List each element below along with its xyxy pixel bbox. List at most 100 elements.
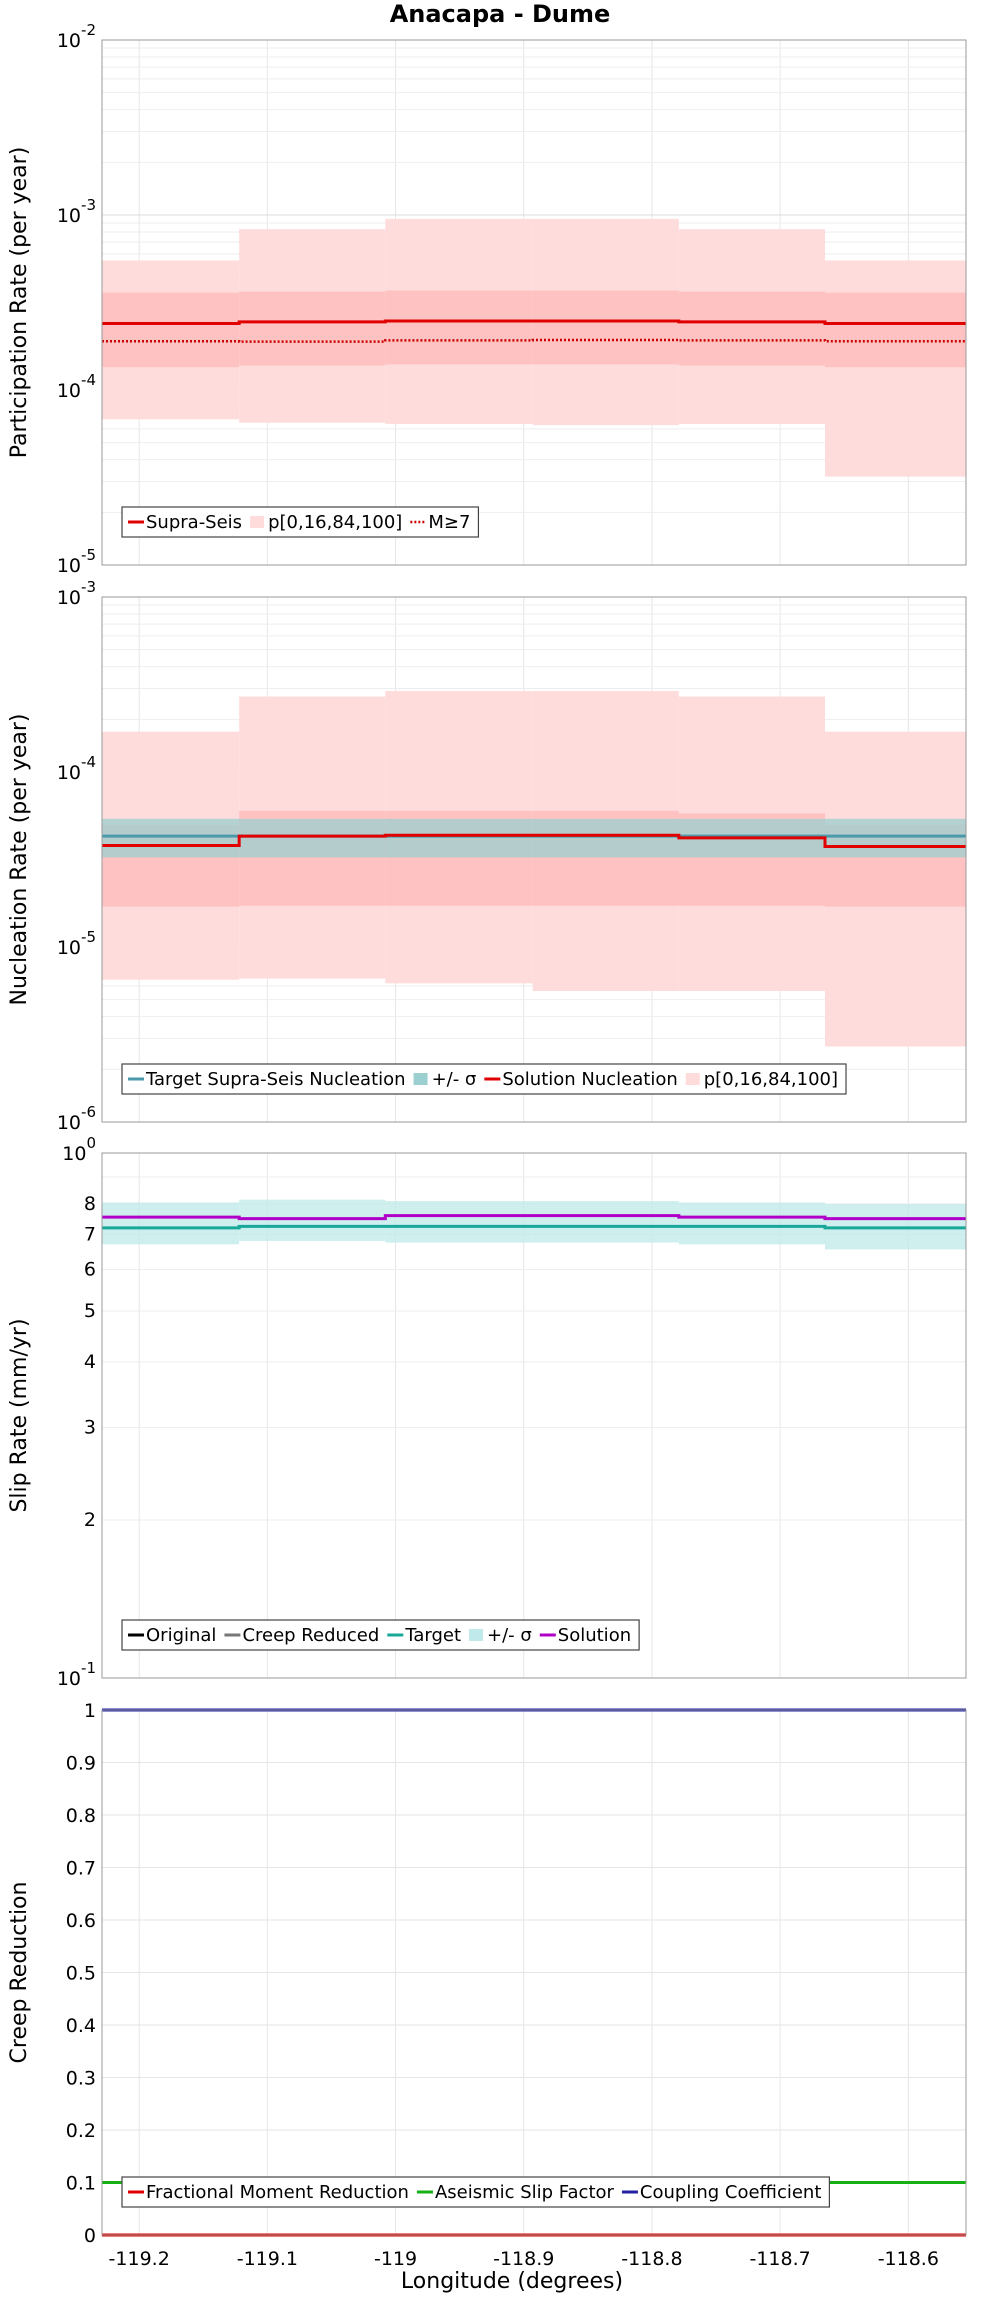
legend-label: Fractional Moment Reduction	[146, 2182, 409, 2203]
legend-swatch	[413, 1073, 428, 1085]
series-line	[102, 319, 966, 325]
y-minor-tick-label: 7	[84, 1223, 96, 1245]
band-segment	[102, 292, 240, 368]
y-tick-label: 10-6	[57, 1103, 96, 1134]
band-segment	[385, 290, 533, 365]
y-tick-label: 0.6	[66, 1910, 96, 1932]
legend: Supra-Seis p[0,16,84,100] M≥7	[121, 506, 480, 538]
legend-label: M≥7	[428, 512, 470, 533]
band-segment	[678, 291, 825, 366]
panel-3: 10-1 100 2 3 4 5 6 7 8 Slip Rate (mm/yr) Original C…	[7, 1134, 967, 1690]
band-segment	[532, 818, 679, 858]
legend-label: Supra-Seis	[146, 512, 242, 533]
plot-frame	[101, 39, 967, 566]
plot-frame	[101, 1152, 967, 1679]
legend-label: Creep Reduced	[242, 1625, 379, 1646]
legend-box	[121, 2176, 830, 2208]
band-outer	[102, 218, 966, 477]
band-segment	[102, 818, 240, 858]
band-segment	[824, 818, 966, 858]
x-tick-label: -118.6	[878, 2248, 939, 2270]
series-line	[102, 1224, 966, 1230]
x-tick-label: -118.8	[621, 2248, 682, 2270]
y-tick-label: 0.2	[66, 2120, 96, 2142]
y-tick-label: 10-3	[57, 196, 96, 227]
legend-item: p[0,16,84,100]	[685, 1069, 838, 1090]
y-tick-label: 0.4	[66, 2015, 96, 2037]
legend: Fractional Moment Reduction Aseismic Slip…	[121, 2176, 830, 2208]
series-line	[102, 1214, 966, 1221]
legend-item: Fractional Moment Reduction	[128, 2182, 409, 2203]
legend-box	[121, 1063, 847, 1095]
grid	[102, 1709, 966, 2236]
y-tick-label: 10-3	[57, 578, 96, 609]
legend-label: Coupling Coefficient	[640, 2182, 821, 2203]
legend-label: Solution Nucleation	[502, 1069, 677, 1090]
y-tick-label: 10-4	[57, 371, 96, 402]
band-inner	[102, 290, 966, 368]
legend-item: Solution	[539, 1625, 631, 1646]
legend-label: Target Supra-Seis Nucleation	[145, 1069, 406, 1090]
legend-item: Coupling Coefficient	[621, 2182, 821, 2203]
band-segment	[239, 1199, 386, 1241]
legend-item: Aseismic Slip Factor	[416, 2182, 615, 2203]
band-sigma	[102, 818, 966, 858]
x-tick-label: -118.7	[749, 2248, 810, 2270]
chart-title: Anacapa - Dume	[390, 0, 611, 28]
y-axis-label: Slip Rate (mm/yr)	[7, 1318, 32, 1512]
band-segment	[532, 290, 679, 365]
legend-swatch	[469, 1629, 483, 1641]
y-minor-tick-label: 5	[84, 1300, 96, 1322]
band-segment	[678, 1202, 825, 1245]
band-segment	[385, 818, 533, 858]
legend-swatch	[685, 1073, 700, 1085]
y-tick-label: 10-5	[57, 928, 96, 959]
legend-label: Solution	[558, 1625, 631, 1646]
y-minor-tick-label: 8	[84, 1193, 96, 1215]
y-tick-label: 0.7	[66, 1858, 96, 1880]
legend-item: M≥7	[410, 512, 470, 533]
panel-1: 10-5 10-4 10-3 10-2 Participation Rate (per …	[7, 21, 967, 577]
band-segment	[532, 1201, 679, 1243]
y-axis-label: Nucleation Rate (per year)	[7, 714, 32, 1006]
y-tick-label: 100	[62, 1134, 96, 1165]
legend-item: Supra-Seis	[128, 512, 242, 533]
x-axis-label: Longitude (degrees)	[401, 2269, 623, 2294]
y-minor-tick-label: 6	[84, 1258, 96, 1280]
y-tick-label: 0.9	[66, 1753, 96, 1775]
x-tick-label: -118.9	[493, 2248, 554, 2270]
legend-item: Target Supra-Seis Nucleation	[128, 1069, 406, 1090]
y-minor-tick-label: 4	[84, 1351, 96, 1373]
band-segment	[824, 292, 966, 368]
y-tick-label: 10-2	[57, 21, 96, 52]
band-segment	[239, 291, 386, 366]
legend-label: p[0,16,84,100]	[268, 512, 402, 533]
y-tick-label: 0.8	[66, 1805, 96, 1827]
x-axis: -119.2 -119.1 -119 -118.9 -118.8 -118.7 -118.6	[109, 2248, 939, 2270]
legend: Target Supra-Seis Nucleation +/- σ Solutio…	[121, 1063, 847, 1095]
legend-item: Solution Nucleation	[484, 1069, 678, 1090]
x-tick-label: -119	[374, 2248, 417, 2270]
legend-item: Original	[128, 1625, 216, 1646]
plot-frame	[101, 596, 967, 1123]
y-tick-label: 10-5	[57, 546, 96, 577]
panel-4: 0 0.1 0.2 0.3 0.4 0.5 0.6 0.7 0.8 0.9 1 Creep Reduc…	[7, 1700, 967, 2247]
y-tick-label: 10-4	[57, 753, 96, 784]
legend: Original Creep Reduced Target +/- σ Solution	[121, 1619, 640, 1651]
legend-label: +/- σ	[487, 1625, 532, 1646]
legend-label: Target	[404, 1625, 461, 1646]
y-tick-label: 1	[84, 1700, 96, 1722]
y-tick-label: 0.1	[66, 2173, 96, 2195]
legend-item: Target	[387, 1625, 461, 1646]
band-sigma	[102, 1199, 966, 1250]
band-segment	[102, 1202, 240, 1245]
legend-item: p[0,16,84,100]	[250, 512, 402, 533]
y-tick-label: 0	[84, 2225, 96, 2247]
legend-item: +/- σ	[469, 1625, 532, 1646]
legend-label: Original	[146, 1625, 216, 1646]
legend-label: Aseismic Slip Factor	[435, 2182, 615, 2203]
legend-label: +/- σ	[432, 1069, 477, 1090]
series-line	[102, 833, 966, 849]
y-tick-label: 0.3	[66, 2068, 96, 2090]
y-tick-label: 10-1	[57, 1659, 96, 1690]
